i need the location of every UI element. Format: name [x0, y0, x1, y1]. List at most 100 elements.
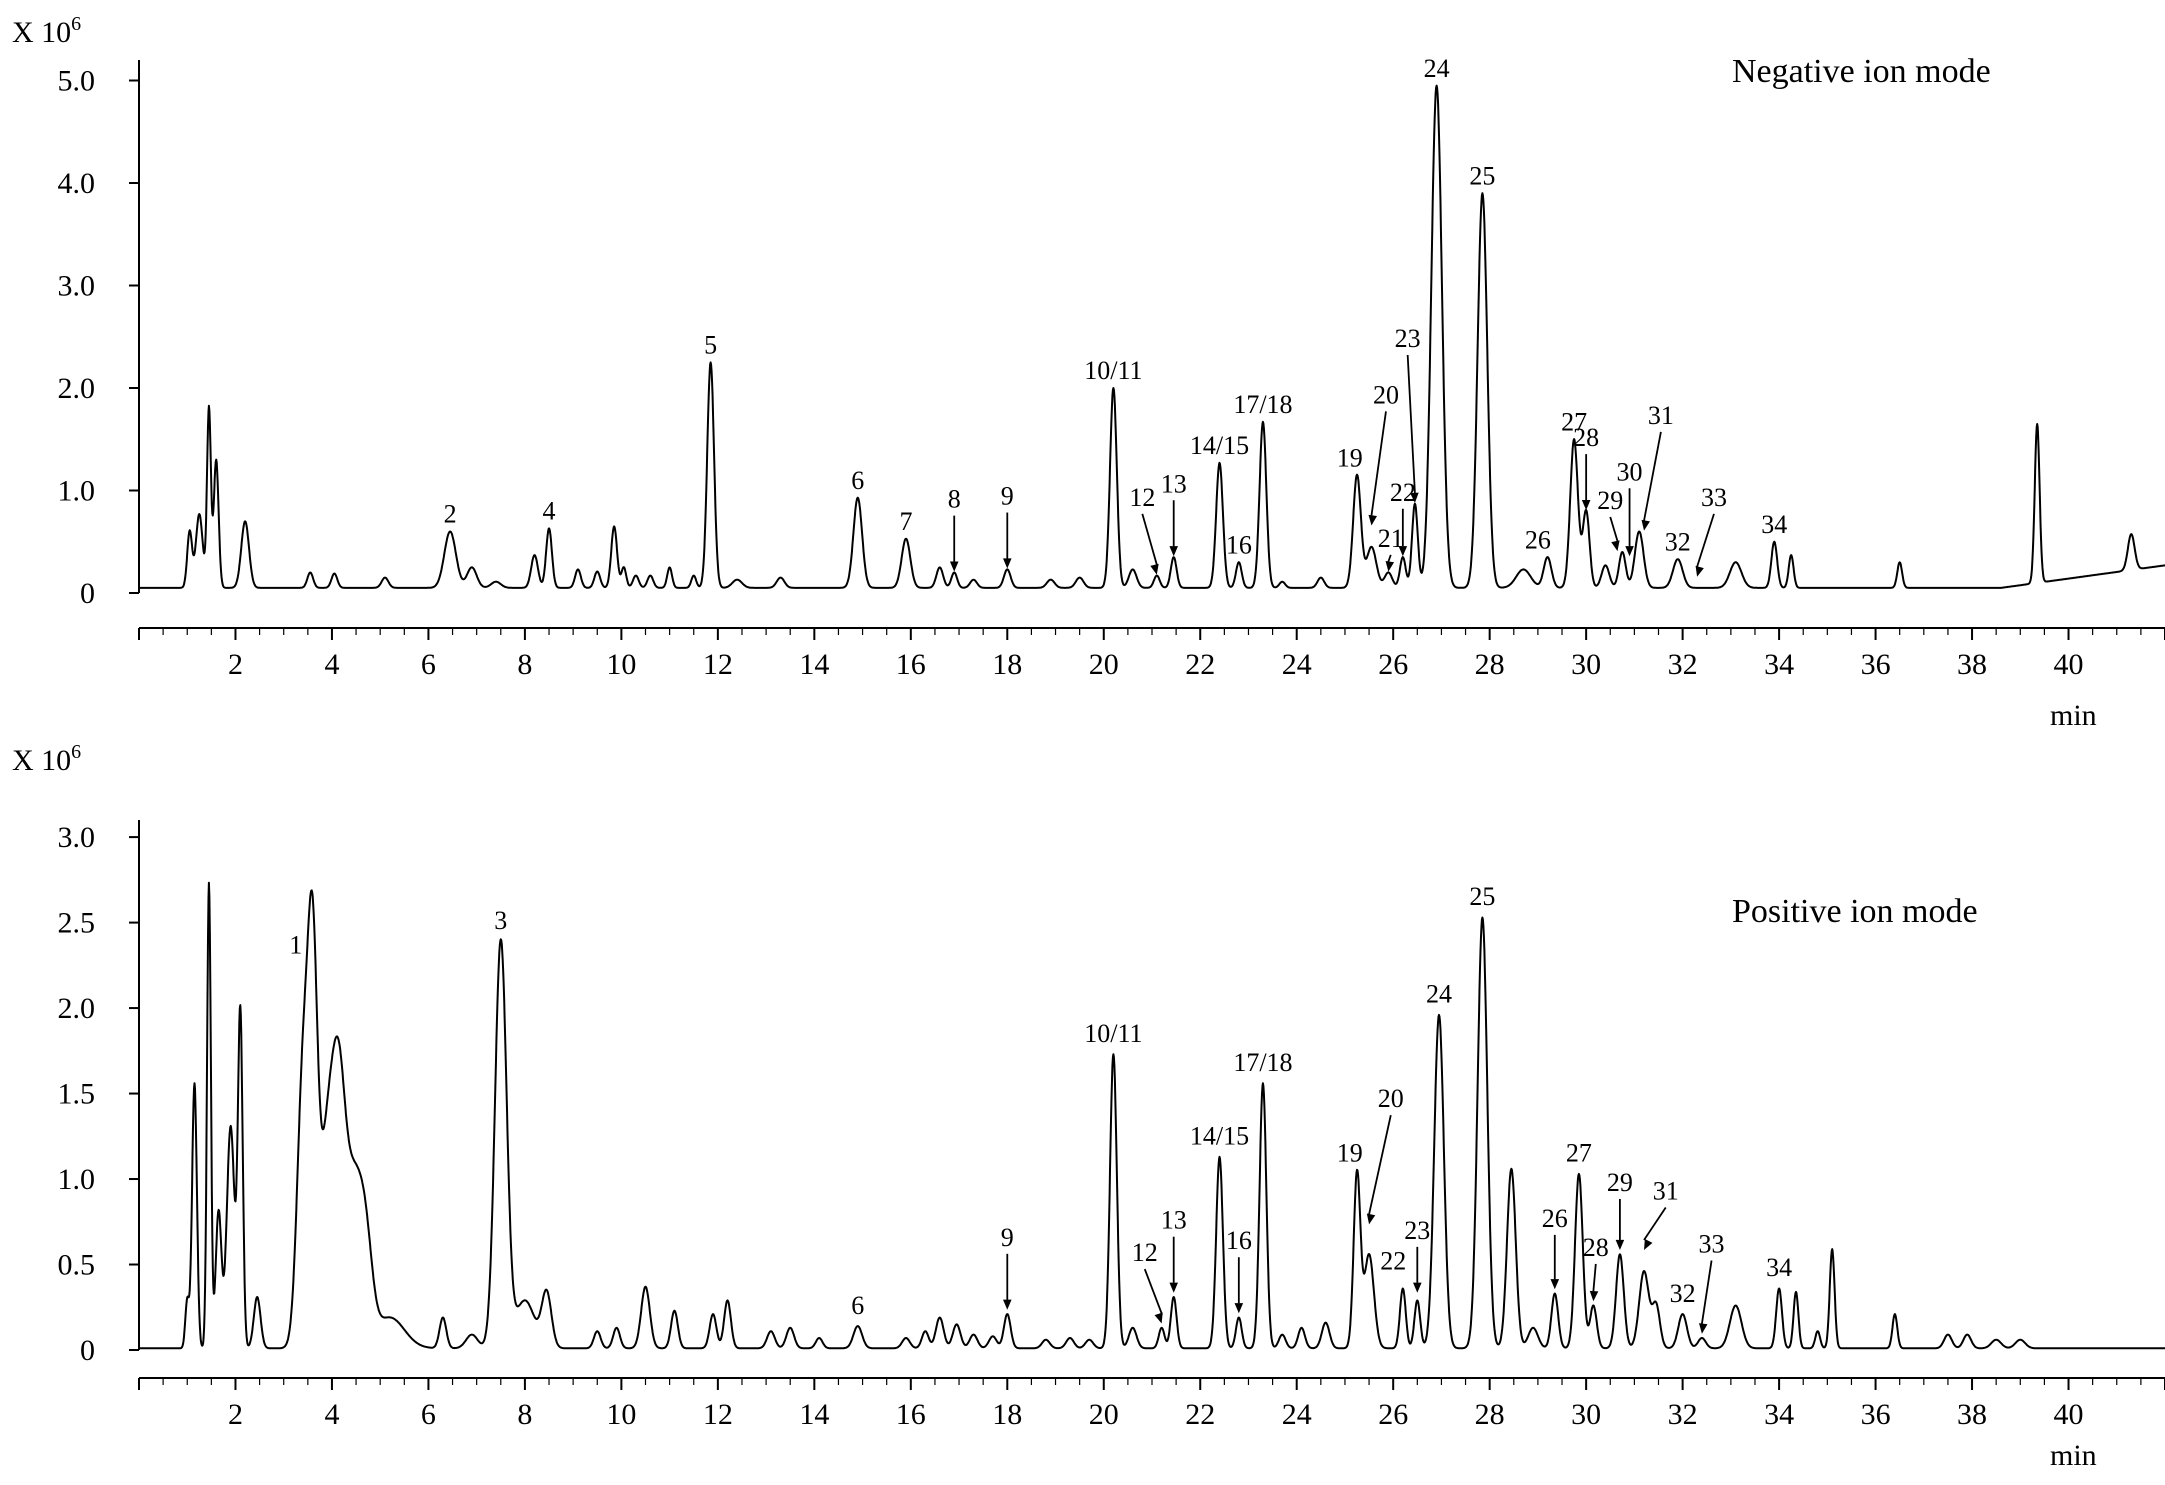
x-tick-label: 18: [992, 648, 1022, 681]
y-tick-label: 5.0: [58, 65, 96, 98]
y-tick-label: 3.0: [58, 821, 96, 854]
plot-area-negative: 01.02.03.04.05.02 4 6 8 10 12 14 16 18 20 22 24 26 28…: [58, 54, 2165, 681]
annotation-arrow: [1387, 554, 1392, 562]
annotation-arrowhead: [1644, 1238, 1653, 1250]
peak-label: 30: [1617, 457, 1643, 486]
plot-area-positive: 00.51.01.52.02.53.02 4 6 8 10 12 14 16 18 20 22 24 2…: [58, 820, 2165, 1431]
x-tick-label: 26: [1378, 648, 1408, 681]
peak-label: 24: [1426, 980, 1452, 1009]
annotation-arrowhead: [1154, 1312, 1163, 1324]
x-tick-label: 32: [1668, 648, 1698, 681]
x-tick-label: 22: [1185, 1398, 1215, 1431]
peak-label: 27: [1566, 1139, 1592, 1168]
peak-label: 26: [1542, 1204, 1568, 1233]
y-tick-label: 0: [80, 1334, 95, 1367]
y-tick-label: 1.5: [58, 1078, 96, 1111]
x-tick-label: 34: [1764, 1398, 1794, 1431]
x-tick-label: 24: [1282, 648, 1312, 681]
peak-label: 32: [1665, 527, 1691, 556]
x-tick-label: 22: [1185, 648, 1215, 681]
x-tick-label: 8: [517, 1398, 532, 1431]
peak-label: 16: [1226, 530, 1252, 559]
peak-label: 19: [1337, 443, 1363, 472]
peak-label: 6: [851, 466, 864, 495]
annotation-arrowhead: [1581, 499, 1591, 511]
annotation-arrow: [1696, 513, 1715, 568]
peak-label: 22: [1390, 478, 1416, 507]
annotation-arrowhead: [1641, 519, 1650, 531]
y-unit-label-neg: X 106: [12, 13, 81, 49]
y-tick-label: 1.0: [58, 475, 96, 508]
x-tick-label: 18: [992, 1398, 1022, 1431]
peak-label: 1: [289, 930, 302, 959]
peak-label: 5: [704, 331, 717, 360]
peak-label: 28: [1573, 423, 1599, 452]
y-tick-label: 3.0: [58, 270, 96, 303]
annotation-arrowhead: [1169, 1282, 1178, 1293]
x-tick-label: 2: [228, 648, 243, 681]
x-tick-label: 14: [799, 648, 829, 681]
annotation-arrowhead: [1003, 1299, 1012, 1310]
chromatogram-trace: [138, 881, 2165, 1350]
annotation-arrow: [1143, 1268, 1163, 1314]
peak-label: 17/18: [1233, 1048, 1292, 1077]
peak-label: 23: [1395, 324, 1421, 353]
peak-label: 27: [1561, 407, 1587, 436]
peak-label: 10/11: [1084, 1019, 1142, 1048]
x-tick-label: 36: [1861, 648, 1891, 681]
annotation-arrowhead: [1398, 546, 1408, 557]
annotation-arrowhead: [1366, 1213, 1376, 1225]
peak-label: 26: [1525, 525, 1551, 554]
peak-label: 33: [1701, 483, 1727, 512]
x-tick-label: 4: [324, 1398, 339, 1431]
panel-title-pos: Positive ion mode: [1732, 893, 1978, 930]
x-tick-label: 16: [896, 648, 926, 681]
peak-label: 14/15: [1190, 431, 1249, 460]
annotation-arrowhead: [1385, 560, 1395, 572]
peak-label: 29: [1607, 1168, 1633, 1197]
x-tick-label: 10: [606, 1398, 636, 1431]
x-tick-label: 24: [1282, 1398, 1312, 1431]
peak-label: 31: [1653, 1177, 1679, 1206]
x-tick-label: 40: [2054, 648, 2084, 681]
x-tick-label: 40: [2054, 1398, 2084, 1431]
annotation-arrowhead: [1150, 563, 1159, 575]
annotation-arrowhead: [1589, 1290, 1599, 1302]
x-tick-label: 6: [421, 648, 436, 681]
y-unit-label-pos: X 106: [12, 741, 81, 777]
peak-label: 2: [444, 500, 457, 529]
x-axis-title-neg: min: [2050, 699, 2097, 732]
x-tick-label: 36: [1861, 1398, 1891, 1431]
annotation-arrow: [1592, 1263, 1597, 1292]
peak-label: 3: [494, 906, 507, 935]
y-tick-label: 2.0: [58, 992, 96, 1025]
x-tick-label: 38: [1957, 1398, 1987, 1431]
annotation-arrow: [1370, 411, 1387, 516]
x-tick-label: 16: [896, 1398, 926, 1431]
y-tick-label: 2.5: [58, 907, 96, 940]
annotation-arrowhead: [1410, 492, 1419, 503]
annotation-arrow: [1643, 431, 1662, 521]
annotation-arrowhead: [949, 561, 959, 572]
x-tick-label: 34: [1764, 648, 1794, 681]
annotation-arrowhead: [1625, 546, 1634, 557]
x-tick-label: 20: [1089, 648, 1119, 681]
x-tick-label: 32: [1668, 1398, 1698, 1431]
peak-label: 13: [1161, 1206, 1187, 1235]
peak-label: 29: [1597, 486, 1623, 515]
x-tick-label: 12: [703, 648, 733, 681]
panel-positive: X 106 Positive ion mode min 0 0.5 1.0 1.5 2.…: [12, 741, 2165, 1472]
peak-label: 25: [1469, 161, 1495, 190]
annotation-arrow: [1141, 513, 1158, 565]
annotation-arrowhead: [1169, 546, 1178, 557]
peak-label: 19: [1337, 1139, 1363, 1168]
peak-label: 7: [899, 507, 912, 536]
y-tick-label: 0: [80, 577, 95, 610]
peak-label: 4: [543, 497, 556, 526]
x-tick-label: 6: [421, 1398, 436, 1431]
peak-label: 14/15: [1190, 1122, 1249, 1151]
x-tick-label: 12: [703, 1398, 733, 1431]
peak-label: 8: [948, 485, 961, 514]
peak-label: 6: [851, 1291, 864, 1320]
y-tick-label: 2.0: [58, 372, 96, 405]
